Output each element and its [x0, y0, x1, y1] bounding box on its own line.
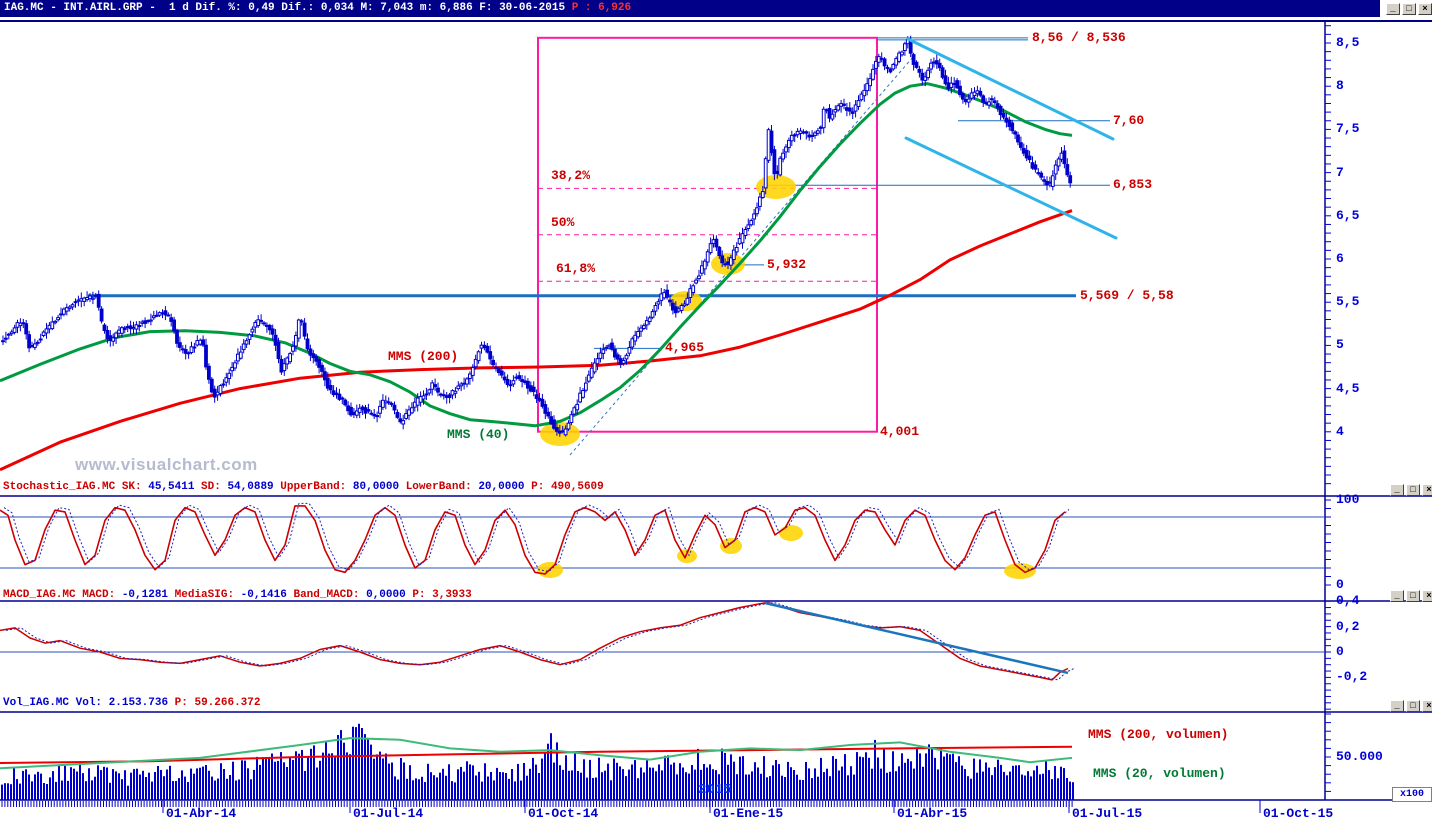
regression-dashed-line [569, 56, 914, 456]
header-token: P: [412, 589, 433, 601]
main-window-buttons: _ □ × [1386, 3, 1432, 15]
header-token: Band_MACD: [293, 589, 367, 601]
volume-mms200-line [0, 745, 1073, 764]
candlesticks [1, 35, 1073, 437]
maximize-icon[interactable]: □ [1406, 700, 1420, 712]
highlight-ellipse [1004, 563, 1036, 579]
window-top-border [0, 20, 1432, 22]
header-token: Vol: [75, 697, 109, 709]
stochastic-panel-buttons: _ □ × [1390, 484, 1432, 496]
close-icon[interactable]: × [1422, 590, 1432, 602]
header-token: -0,1281 [121, 589, 175, 601]
header-token: P: [174, 697, 195, 709]
header-token: P : 6,926 [571, 2, 632, 14]
stochastic-sk-line [0, 505, 1066, 575]
header-token: Stochastic_IAG.MC [3, 481, 122, 493]
header-token: UpperBand: [280, 481, 353, 493]
title-bar: IAG.MC - INT.AIRL.GRP - 1 d Dif. %: 0,49… [0, 0, 1380, 17]
header-token: SK: [121, 481, 149, 493]
header-token: Vol_IAG.MC [3, 697, 76, 709]
header-token: IAG.MC - INT.AIRL.GRP - 1 d Dif. %: 0,49… [4, 2, 572, 14]
visualchart-watermark: www.visualchart.com [75, 455, 258, 474]
header-token: 54,0889 [227, 481, 281, 493]
header-token: LowerBand: [405, 481, 479, 493]
header-token: MACD_IAG.MC [3, 589, 83, 601]
stochastic-sd-line [3, 502, 1070, 572]
header-token: 490,5609 [550, 481, 604, 493]
maximize-icon[interactable]: □ [1406, 484, 1420, 496]
mms40-line [0, 82, 1073, 428]
channel-trendline [906, 37, 1115, 141]
minimize-icon[interactable]: _ [1390, 700, 1404, 712]
header-token: SD: [201, 481, 228, 493]
header-token: 0,0000 [366, 589, 413, 601]
volume-panel-buttons: _ □ × [1390, 700, 1432, 712]
volume-axis-multiplier: x100 [1392, 787, 1432, 802]
close-icon[interactable]: × [1418, 3, 1432, 15]
header-token: 3,3933 [432, 589, 472, 601]
highlight-ellipse [779, 525, 803, 541]
minimize-icon[interactable]: _ [1390, 484, 1404, 496]
close-icon[interactable]: × [1422, 484, 1432, 496]
header-token: -0,1416 [240, 589, 294, 601]
header-token: 45,5411 [148, 481, 202, 493]
channel-trendline [904, 136, 1118, 240]
highlight-ellipse [720, 538, 742, 554]
macd-panel-buttons: _ □ × [1390, 590, 1432, 602]
minimize-icon[interactable]: _ [1386, 3, 1400, 15]
header-token: 59.266.372 [194, 697, 261, 709]
maximize-icon[interactable]: □ [1402, 3, 1416, 15]
macd-trendline [764, 601, 1069, 675]
mms200-line [0, 209, 1073, 472]
header-token: 20,0000 [478, 481, 532, 493]
header-token: P: [531, 481, 551, 493]
header-token: MACD: [82, 589, 122, 601]
volume-mms20-line [0, 737, 1073, 770]
macd-header: MACD_IAG.MC MACD: -0,1281 MediaSIG: -0,1… [3, 589, 472, 601]
header-token: 80,0000 [352, 481, 406, 493]
minimize-icon[interactable]: _ [1390, 590, 1404, 602]
volume-bars [1, 723, 1074, 800]
macd-signal-line [5, 601, 1075, 681]
stochastic-header: Stochastic_IAG.MC SK: 45,5411 SD: 54,088… [3, 481, 604, 493]
maximize-icon[interactable]: □ [1406, 590, 1420, 602]
macd-line [0, 601, 1069, 681]
volume-header: Vol_IAG.MC Vol: 2.153.736 P: 59.266.372 [3, 697, 260, 709]
header-token: MediaSIG: [174, 589, 241, 601]
close-icon[interactable]: × [1422, 700, 1432, 712]
time-axis-daily-ticks [1, 801, 1073, 807]
header-token: 2.153.736 [108, 697, 175, 709]
